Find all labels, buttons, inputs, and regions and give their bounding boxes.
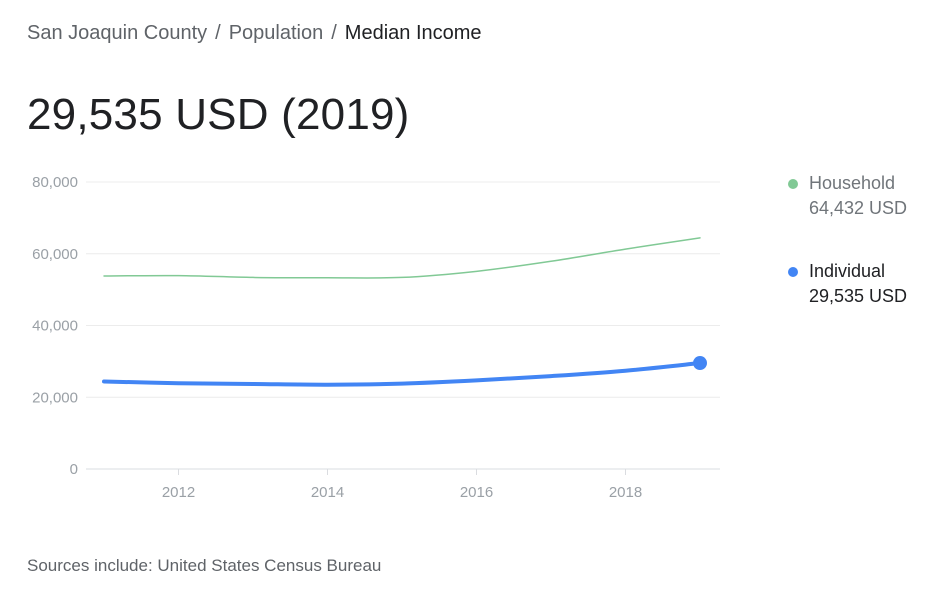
y-tick-label: 40,000 xyxy=(32,318,78,335)
source-note: Sources include: United States Census Bu… xyxy=(27,556,382,575)
breadcrumb-item-current: Median Income xyxy=(344,22,482,44)
x-tick-label: 2014 xyxy=(311,484,344,501)
income-line-chart: 0 20,000 40,000 60,000 80,000 2012 2014 2016 201… xyxy=(32,174,720,501)
y-tick-label: 20,000 xyxy=(32,389,78,406)
breadcrumb-item-population[interactable]: Population xyxy=(228,22,324,44)
x-tick-label: 2018 xyxy=(609,484,642,501)
y-tick-label: 80,000 xyxy=(32,174,78,191)
legend-household-value: 64,432 USD xyxy=(809,198,908,218)
series-line-household xyxy=(103,237,701,279)
breadcrumb: San Joaquin County / Population / Median Inc… xyxy=(27,22,482,45)
legend-individual-value: 29,535 USD xyxy=(809,286,908,306)
y-tick-label: 60,000 xyxy=(32,246,78,263)
legend-individual-name: Individual xyxy=(809,261,886,281)
x-tick-label: 2012 xyxy=(162,484,195,501)
legend-household-name: Household xyxy=(809,173,896,193)
breadcrumb-separator: / xyxy=(331,22,337,44)
headline-value: 29,535 USD (2019) xyxy=(27,90,410,139)
series-line-individual xyxy=(102,361,702,387)
individual-dot-icon xyxy=(788,267,798,277)
breadcrumb-item-county[interactable]: San Joaquin County xyxy=(27,22,208,44)
x-tick-label: 2016 xyxy=(460,484,493,501)
breadcrumb-separator: / xyxy=(215,22,221,44)
individual-endpoint-marker xyxy=(693,356,707,371)
household-dot-icon xyxy=(788,179,798,189)
y-tick-label: 0 xyxy=(70,461,78,478)
